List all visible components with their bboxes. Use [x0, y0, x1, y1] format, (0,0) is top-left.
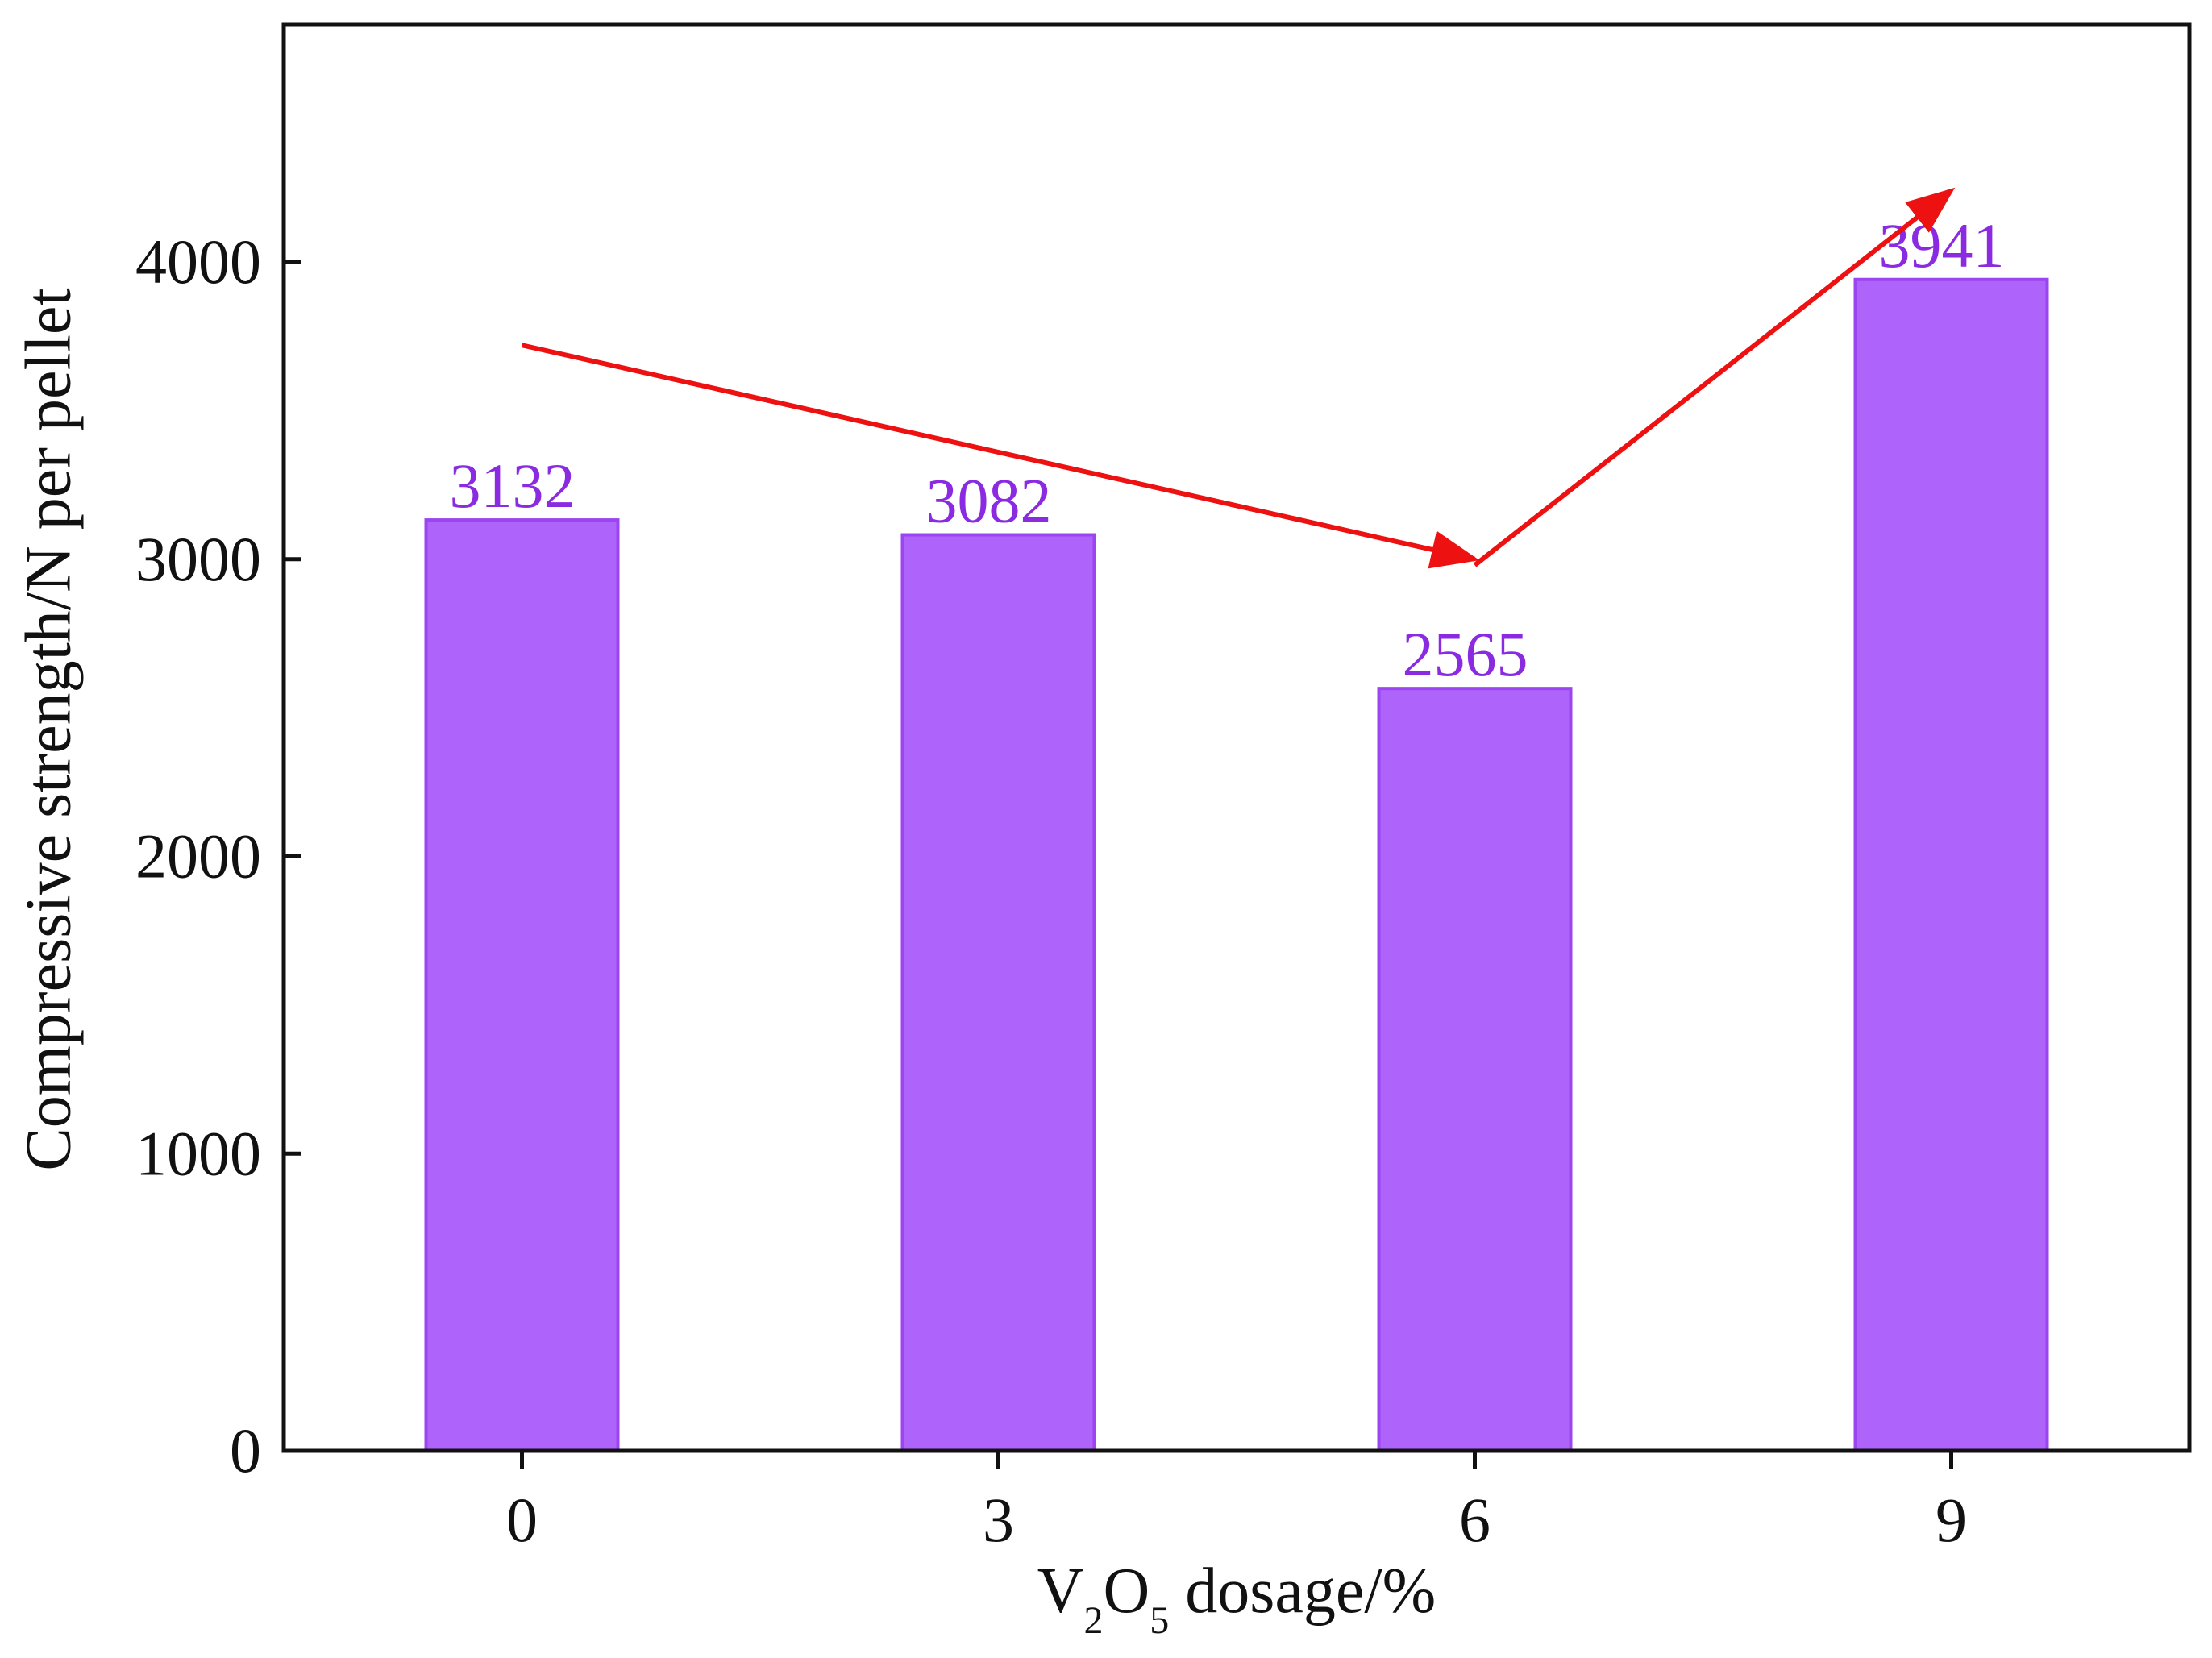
x-axis-title-sub2: 5: [1150, 1599, 1169, 1642]
bars-group: [424, 277, 2049, 1453]
y-tick-label-0: 0: [230, 1415, 261, 1486]
y-tick-label-3000: 3000: [135, 524, 261, 594]
x-tick-label-3: 3: [983, 1485, 1014, 1555]
y-tick-label-4000: 4000: [135, 226, 261, 297]
x-axis-title: V2O5 dosage/%: [1037, 1556, 1437, 1642]
x-axis-title-suffix: dosage/%: [1169, 1556, 1436, 1627]
bar-0: [424, 518, 620, 1453]
bar-3: [900, 533, 1096, 1453]
x-tick-label-9: 9: [1936, 1485, 1967, 1555]
y-tick-label-2000: 2000: [135, 821, 261, 891]
trend-arrows-group: [521, 187, 1956, 569]
data-label-0: 3132: [450, 451, 576, 521]
y-axis: 0 1000 2000 3000 4000: [135, 226, 301, 1486]
data-labels-group: 3132 3082 2565 3941: [450, 210, 2005, 689]
x-tick-label-0: 0: [506, 1485, 538, 1555]
x-tick-label-6: 6: [1459, 1485, 1491, 1555]
bar-6: [1377, 687, 1573, 1452]
x-axis-title-mid: O: [1103, 1556, 1150, 1627]
x-axis: 0 3 6 9: [506, 1451, 1967, 1555]
y-tick-label-1000: 1000: [135, 1118, 261, 1188]
data-label-9: 3941: [1879, 210, 2005, 280]
trend-arrow-2: [1473, 187, 1956, 567]
x-axis-title-prefix: V: [1037, 1556, 1084, 1627]
y-axis-title: Compressive strength/N per pellet: [13, 288, 84, 1170]
plot-frame: [281, 22, 2192, 1453]
data-label-3: 3082: [926, 466, 1052, 536]
x-axis-title-sub1: 2: [1083, 1599, 1103, 1642]
trend-arrow-1: [521, 343, 1480, 569]
bar-9: [1853, 277, 2049, 1453]
data-label-6: 2565: [1403, 619, 1528, 689]
